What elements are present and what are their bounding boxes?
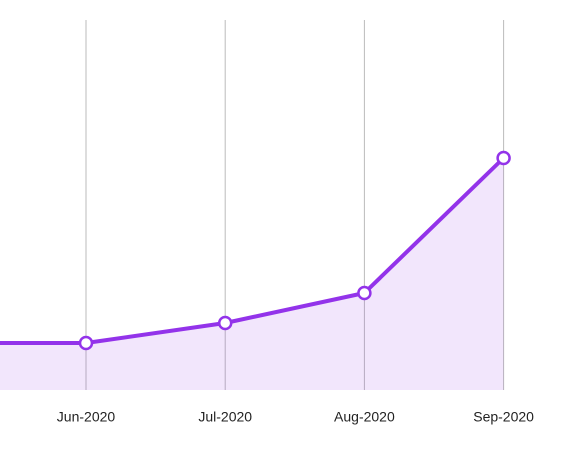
point [357, 285, 372, 301]
x-tick-label: Sep-2020 [473, 409, 534, 425]
area [0, 158, 504, 390]
x-tick-label: Aug-2020 [334, 409, 395, 425]
x-tick-label: Jul-2020 [198, 409, 252, 425]
point [217, 315, 233, 331]
point [78, 335, 94, 351]
point [496, 150, 511, 166]
x-tick-label: Jun-2020 [57, 409, 116, 425]
